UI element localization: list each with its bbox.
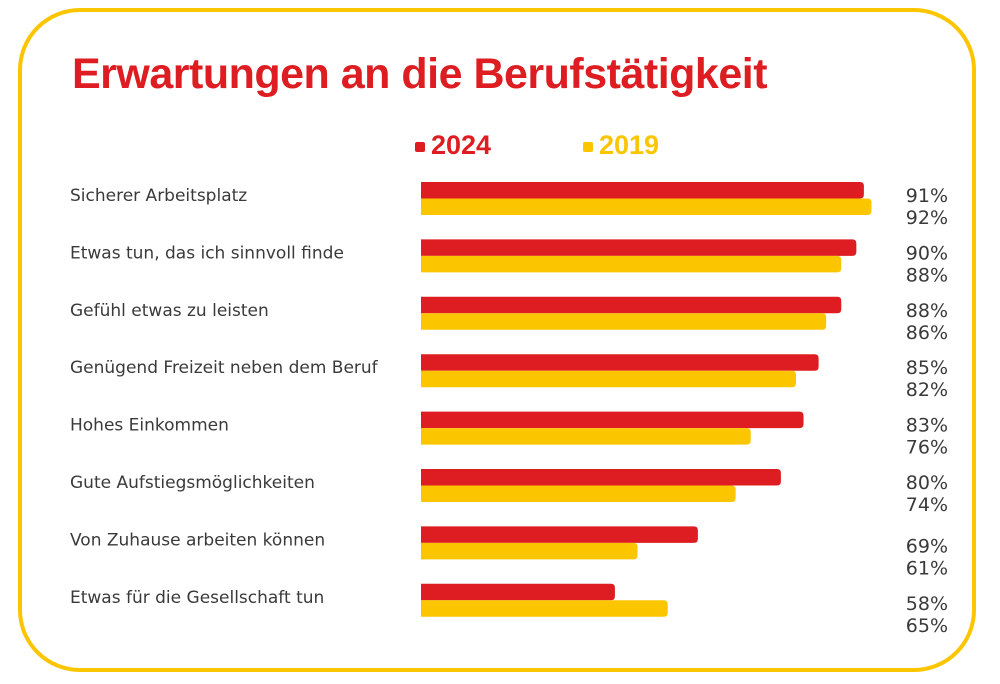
bar-2019 xyxy=(420,255,842,273)
legend-label-2024: 2024 xyxy=(431,130,492,160)
bar-2024 xyxy=(420,354,819,371)
bar-2024 xyxy=(421,526,698,543)
legend-item-2019: 2019 xyxy=(583,130,659,161)
data-label-2024: 69% xyxy=(906,535,948,557)
chart-frame xyxy=(18,8,976,672)
bar-2019 xyxy=(421,428,751,445)
data-label-2019: 86% xyxy=(906,322,948,344)
legend-label-2019: 2019 xyxy=(599,130,660,160)
chart-title: Erwartungen an die Berufstätigkeit xyxy=(72,50,768,98)
legend-item-2024: 2024 xyxy=(415,130,491,161)
bar-2019 xyxy=(421,198,872,215)
data-label-2024: 83% xyxy=(906,415,948,437)
bar-2024 xyxy=(420,469,781,486)
category-label: Von Zuhause arbeiten können xyxy=(70,530,325,550)
legend-swatch-2019 xyxy=(583,141,593,152)
bar-2019 xyxy=(421,542,638,560)
bar-2019 xyxy=(421,313,827,330)
data-label-2019: 92% xyxy=(906,207,948,229)
data-label-2019: 61% xyxy=(906,557,948,579)
bar-2019 xyxy=(421,370,796,388)
bar-2019 xyxy=(421,600,668,617)
bar-2024 xyxy=(420,182,864,199)
category-label: Hohes Einkommen xyxy=(70,416,229,436)
data-label-2024: 88% xyxy=(906,300,948,322)
bar-2024 xyxy=(421,239,857,256)
category-label: Etwas für die Gesellschaft tun xyxy=(70,588,324,608)
data-label-2019: 82% xyxy=(906,379,948,401)
bar-2024 xyxy=(420,296,842,314)
legend-swatch-2024 xyxy=(415,141,425,152)
data-label-2024: 85% xyxy=(906,357,948,379)
data-label-2019: 74% xyxy=(906,494,948,516)
data-label-2024: 58% xyxy=(906,593,948,615)
bar-2019 xyxy=(420,485,736,502)
bar-2024 xyxy=(421,411,804,429)
bar-2024 xyxy=(421,583,615,601)
data-label-2019: 65% xyxy=(906,615,948,637)
data-label-2019: 76% xyxy=(906,437,948,459)
data-label-2024: 90% xyxy=(906,242,948,264)
category-label: Etwas tun, das ich sinnvoll finde xyxy=(70,243,344,263)
category-label: Gute Aufstiegsmöglichkeiten xyxy=(70,473,315,493)
data-label-2019: 88% xyxy=(906,264,948,286)
category-label: Genügend Freizeit neben dem Beruf xyxy=(70,358,379,378)
data-label-2024: 91% xyxy=(906,185,948,207)
category-label: Sicherer Arbeitsplatz xyxy=(70,186,247,206)
category-label: Gefühl etwas zu leisten xyxy=(70,301,269,321)
data-label-2024: 80% xyxy=(906,472,948,494)
